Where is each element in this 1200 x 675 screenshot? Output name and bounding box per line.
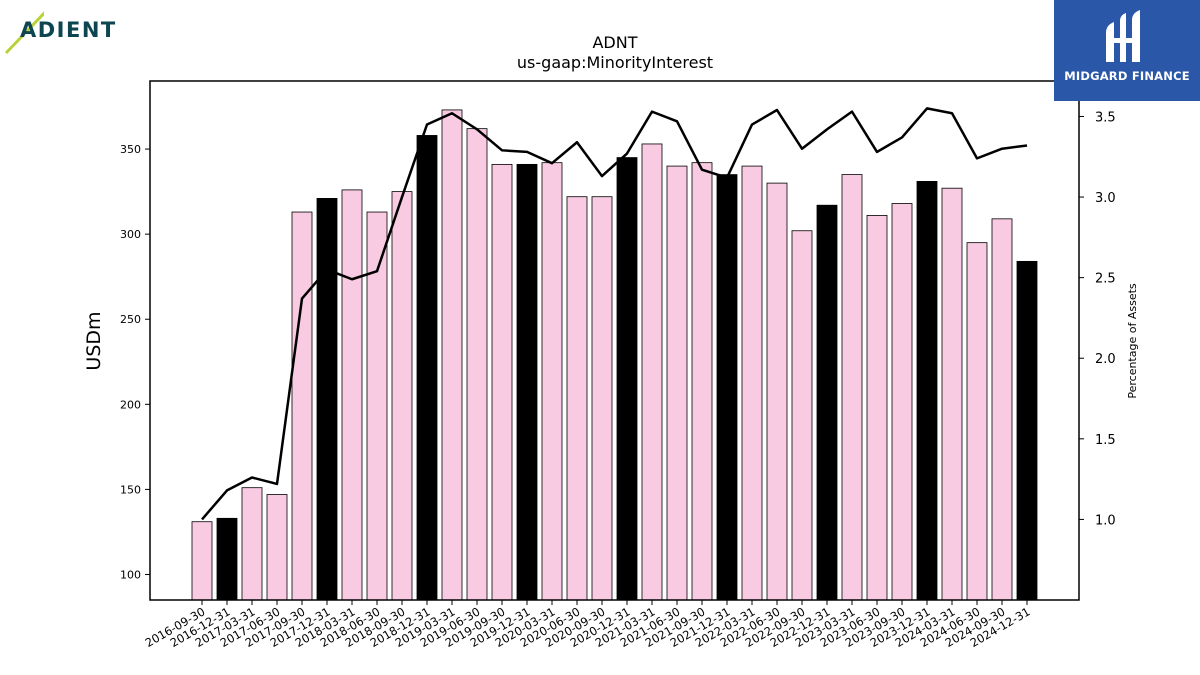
bar-2017-12-31 (316, 198, 338, 601)
y-tick-label: 150 (120, 483, 141, 496)
bar-2020-03-31 (541, 162, 563, 601)
y-right-tick-label: 1.0 (1095, 513, 1116, 528)
bar-series (191, 109, 1038, 601)
bar-2019-09-30 (491, 163, 513, 601)
y-right-tick-label: 3.0 (1095, 191, 1116, 206)
bar-2023-09-30 (891, 203, 913, 601)
bar-2016-09-30 (191, 521, 213, 601)
bar-2016-12-31 (216, 517, 238, 601)
bar-2024-06-30 (966, 242, 988, 601)
y-right-tick-label: 2.5 (1095, 272, 1116, 287)
bar-2018-03-31 (341, 189, 363, 601)
bar-2021-06-30 (666, 165, 688, 601)
y-tick-label: 250 (120, 313, 141, 326)
bar-2023-06-30 (866, 215, 888, 601)
bar-2017-09-30 (291, 211, 313, 601)
chart-title: ADNT (592, 33, 637, 52)
bar-2020-06-30 (566, 196, 588, 601)
bar-2024-09-30 (991, 218, 1013, 601)
bar-2022-06-30 (766, 182, 788, 601)
watermark-text: MIDGARD FINANCE (1064, 69, 1190, 83)
bar-2017-03-31 (241, 487, 263, 601)
bar-2020-09-30 (591, 196, 613, 601)
y-right-tick-label: 1.5 (1095, 433, 1116, 448)
bar-2024-03-31 (941, 187, 963, 601)
bar-2017-06-30 (266, 494, 288, 601)
bar-2018-12-31 (416, 135, 438, 601)
y-tick-label: 200 (120, 398, 141, 411)
bar-2019-12-31 (516, 163, 538, 601)
y-axis-label-right: Percentage of Assets (1126, 283, 1139, 399)
bar-2022-03-31 (741, 165, 763, 601)
watermark-logo: MIDGARD FINANCE (1054, 0, 1200, 101)
bar-2019-03-31 (441, 109, 463, 601)
bar-2022-12-31 (816, 204, 838, 601)
percentage-line (201, 107, 1028, 521)
chart-subtitle: us-gaap:MinorityInterest (517, 53, 713, 72)
bar-2021-03-31 (641, 143, 663, 601)
y-tick-label: 350 (120, 143, 141, 156)
y-right-tick-label: 2.0 (1095, 352, 1116, 367)
logo-slash-icon (4, 11, 44, 55)
y-axis-label: USDm (83, 311, 105, 370)
bar-2020-12-31 (616, 157, 638, 601)
bar-2024-12-31 (1016, 260, 1038, 601)
y-tick-label: 100 (120, 568, 141, 581)
bar-2021-12-31 (716, 174, 738, 601)
y-right-tick-label: 3.5 (1095, 110, 1116, 125)
left-axis: 100 150 200 250 300 350 (120, 143, 150, 581)
right-axis: 1.0 1.5 2.0 2.5 3.0 3.5 (1079, 110, 1116, 528)
company-logo: ADIENT (4, 4, 144, 56)
bar-2019-06-30 (466, 128, 488, 601)
bar-2023-12-31 (916, 180, 938, 601)
bar-2018-09-30 (391, 191, 413, 601)
midgard-logo-icon (1106, 10, 1140, 62)
y-tick-label: 300 (120, 228, 141, 241)
company-logo-text: ADIENT (20, 18, 117, 42)
x-axis: 2016-09-302016-12-312017-03-312017-06-30… (143, 600, 1033, 650)
bar-2023-03-31 (841, 174, 863, 601)
bar-2022-09-30 (791, 230, 813, 601)
line-series (201, 107, 1028, 521)
bar-2021-09-30 (691, 162, 713, 601)
plot-frame (149, 80, 1080, 601)
